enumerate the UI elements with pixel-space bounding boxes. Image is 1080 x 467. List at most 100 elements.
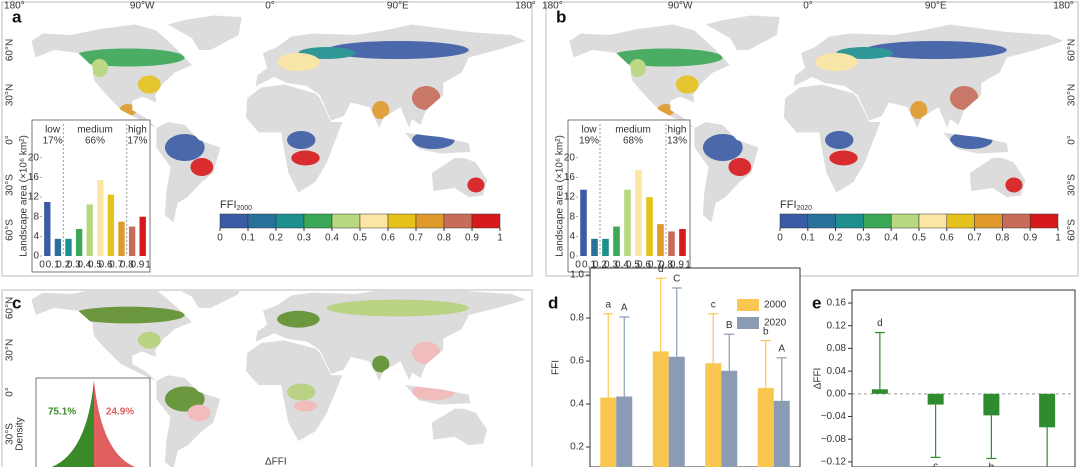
bar (757, 387, 774, 467)
significance-letter: b (989, 462, 995, 467)
colorbar-tick-label: 0.1 (801, 233, 815, 244)
significance-letter: a (605, 299, 611, 310)
inset-y-tick-label: 0 (33, 251, 39, 262)
bar (983, 393, 1000, 416)
colorbar-cell (415, 213, 445, 229)
inset-bar (602, 238, 609, 256)
colorbar-tick-label: 0.4 (884, 233, 898, 244)
legend-swatch (737, 317, 759, 329)
inset-x-tick-label: 0.8 (120, 260, 134, 271)
density-left (51, 380, 94, 467)
colorbar-tick-label: 0 (777, 233, 783, 244)
lon-label: 90°E (387, 1, 409, 12)
forest-overlay (71, 41, 485, 193)
forest-patch (675, 75, 699, 94)
inset-group-share: 19% (579, 136, 599, 147)
colorbar-title-sub: 2020 (797, 205, 813, 212)
forest-patch (291, 150, 320, 166)
forest-patch (277, 310, 320, 328)
inset-group-name: medium (77, 125, 113, 136)
panel-label: c (12, 293, 21, 312)
inset-group-name: low (45, 125, 61, 136)
inset-bar (635, 170, 642, 256)
inset-x-tick-label: 0.6 (99, 260, 113, 271)
inset-y-tick-label: 0 (569, 251, 575, 262)
inset-x-tick-label: 0.3 (604, 260, 618, 271)
colorbar-tick-label: 1 (1055, 233, 1061, 244)
significance-letter: B (726, 320, 733, 331)
bar (600, 397, 617, 467)
forest-overlay (609, 41, 1023, 193)
forest-patch (326, 41, 469, 59)
lat-label: 60°N (5, 297, 16, 319)
colorbar-cell (303, 213, 333, 229)
forest-patch (137, 75, 161, 94)
colorbar-cell (1002, 213, 1031, 229)
inset-x-tick-label: 0 (575, 260, 581, 271)
map (569, 15, 1064, 223)
bar (721, 370, 738, 467)
colorbar-tick-label: 1 (497, 233, 503, 244)
colorbar-cell (1029, 213, 1059, 229)
colorbar-tick-label: 0.7 (968, 233, 982, 244)
bar (616, 396, 633, 467)
colorbar-tick-label: 0.9 (465, 233, 479, 244)
colorbar-tick-label: 0.2 (269, 233, 283, 244)
y-tick-label: 1.0 (570, 270, 584, 281)
lon-label: 180° (4, 1, 25, 12)
inset-x-tick-label: 0.1 (46, 260, 60, 271)
inset-y-tick-label: 16 (564, 172, 576, 183)
inset-bar (613, 226, 620, 256)
forest-overlay (71, 299, 469, 422)
inset-group-name: high (668, 125, 687, 136)
inset-x-tick-label: 0.5 (626, 260, 640, 271)
inset-group-share: 13% (667, 136, 687, 147)
panel-label: b (556, 7, 566, 26)
inset-bar (591, 238, 598, 256)
inset-x-tick-label: 0.7 (648, 260, 662, 271)
inset-x-tick-label: 0.9 (130, 260, 144, 271)
colorbar-cell (918, 213, 948, 229)
colorbar-tick-label: 0 (217, 233, 223, 244)
lat-label: 30°S (5, 174, 16, 196)
bar (871, 389, 888, 394)
inset-x-tick-label: 0.3 (67, 260, 81, 271)
forest-patch (1005, 177, 1023, 193)
y-tick-label: 0.16 (827, 298, 847, 309)
colorbar-title-main: FFI (220, 199, 237, 211)
significance-letter: c (933, 461, 938, 467)
colorbar-tick-label: 0.4 (325, 233, 339, 244)
inset-y-tick-label: 12 (564, 192, 576, 203)
y-tick-label: 0.12 (827, 320, 847, 331)
colorbar-cell (863, 213, 892, 229)
lat-label: 60°N (5, 39, 16, 61)
forest-patch (372, 355, 390, 373)
bar (668, 356, 685, 467)
colorbar-tick-label: 0.5 (353, 233, 367, 244)
significance-letter: d (658, 264, 664, 275)
forest-patch (728, 158, 752, 176)
inset-bar (679, 229, 686, 256)
significance-letter: b (763, 326, 769, 337)
lon-label: 180° (515, 1, 536, 12)
forest-patch (910, 101, 928, 119)
bar (705, 363, 722, 467)
colorbar-cell (835, 213, 864, 229)
forest-patch (326, 299, 469, 317)
inset-x-tick-label: 1 (145, 260, 151, 271)
inset-y-tick-label: 8 (569, 211, 575, 222)
inset-bar (97, 179, 104, 256)
density-share: 75.1% (48, 407, 76, 418)
legend-label: 2000 (764, 300, 787, 311)
colorbar-title-main: FFI (780, 199, 797, 211)
panel-label: e (812, 293, 821, 312)
forest-patch (190, 158, 214, 176)
colorbar-cell (779, 213, 809, 229)
forest-patch (629, 59, 647, 77)
inset-bar (44, 202, 51, 256)
colorbar-cell (807, 213, 836, 229)
inset-x-tick-label: 0.9 (670, 260, 684, 271)
lon-label: 180° (542, 1, 563, 12)
forest-patch (702, 134, 743, 161)
inset-y-tick-label: 12 (28, 192, 40, 203)
